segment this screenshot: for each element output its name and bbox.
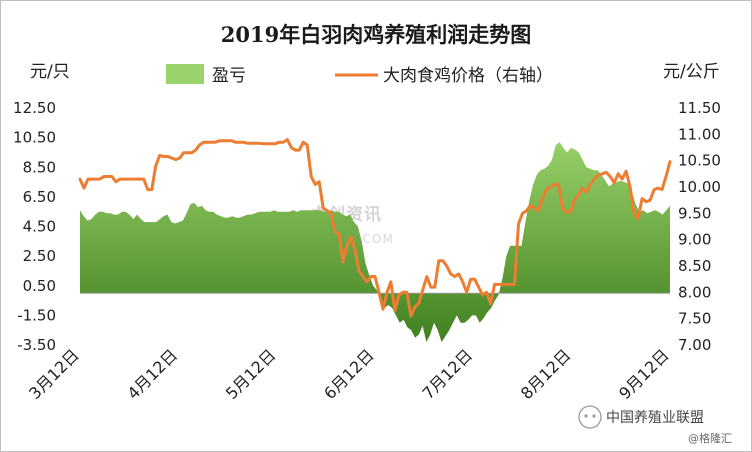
- right-axis-ticks: 11.50 11.00 10.50 10.00 9.50 9.00 8.50 8.00 7.50…: [678, 99, 721, 354]
- left-tick-label: 12.50: [13, 99, 56, 117]
- brand-sub: @格隆汇: [688, 431, 732, 445]
- right-tick-label: 11.50: [678, 99, 721, 117]
- right-tick-label: 8.50: [678, 257, 711, 275]
- legend-label-profit: 盈亏: [212, 66, 246, 86]
- right-tick-label: 10.50: [678, 152, 721, 170]
- left-tick-label: -1.50: [17, 306, 56, 324]
- left-axis-ticks: 12.50 10.50 8.50 6.50 4.50 2.50 0.50 -1.50 -3.50: [13, 99, 56, 354]
- wechat-icon-eye-left: [584, 414, 588, 418]
- price-line: [78, 138, 672, 318]
- right-tick-label: 11.00: [678, 125, 721, 143]
- left-tick-label: 10.50: [13, 129, 56, 147]
- wechat-icon-eye-right: [592, 414, 596, 418]
- right-axis-unit: 元/公斤: [663, 62, 720, 82]
- legend-label-price: 大肉食鸡价格（右轴）: [383, 66, 553, 86]
- brand-text: 中国养殖业联盟: [606, 409, 704, 426]
- right-tick-label: 9.00: [678, 231, 711, 249]
- right-tick-label: 9.50: [678, 204, 711, 222]
- right-tick-label: 7.00: [678, 336, 711, 354]
- right-tick-label: 8.00: [678, 283, 711, 301]
- left-tick-label: 4.50: [23, 218, 56, 236]
- price-line-layer: [78, 138, 672, 318]
- profit-area: [80, 142, 670, 342]
- wechat-icon: [578, 405, 602, 429]
- left-tick-label: 8.50: [23, 158, 56, 176]
- left-axis-unit: 元/只: [30, 62, 70, 82]
- left-tick-label: 0.50: [23, 277, 56, 295]
- profit-area-layer: [80, 142, 670, 342]
- right-tick-label: 7.50: [678, 310, 711, 328]
- left-tick-label: -3.50: [17, 336, 56, 354]
- left-tick-label: 6.50: [23, 188, 56, 206]
- chart-title: 2019年白羽肉鸡养殖利润走势图: [221, 22, 531, 47]
- left-tick-label: 2.50: [23, 247, 56, 265]
- right-tick-label: 10.00: [678, 178, 721, 196]
- legend-swatch-profit: [166, 64, 204, 84]
